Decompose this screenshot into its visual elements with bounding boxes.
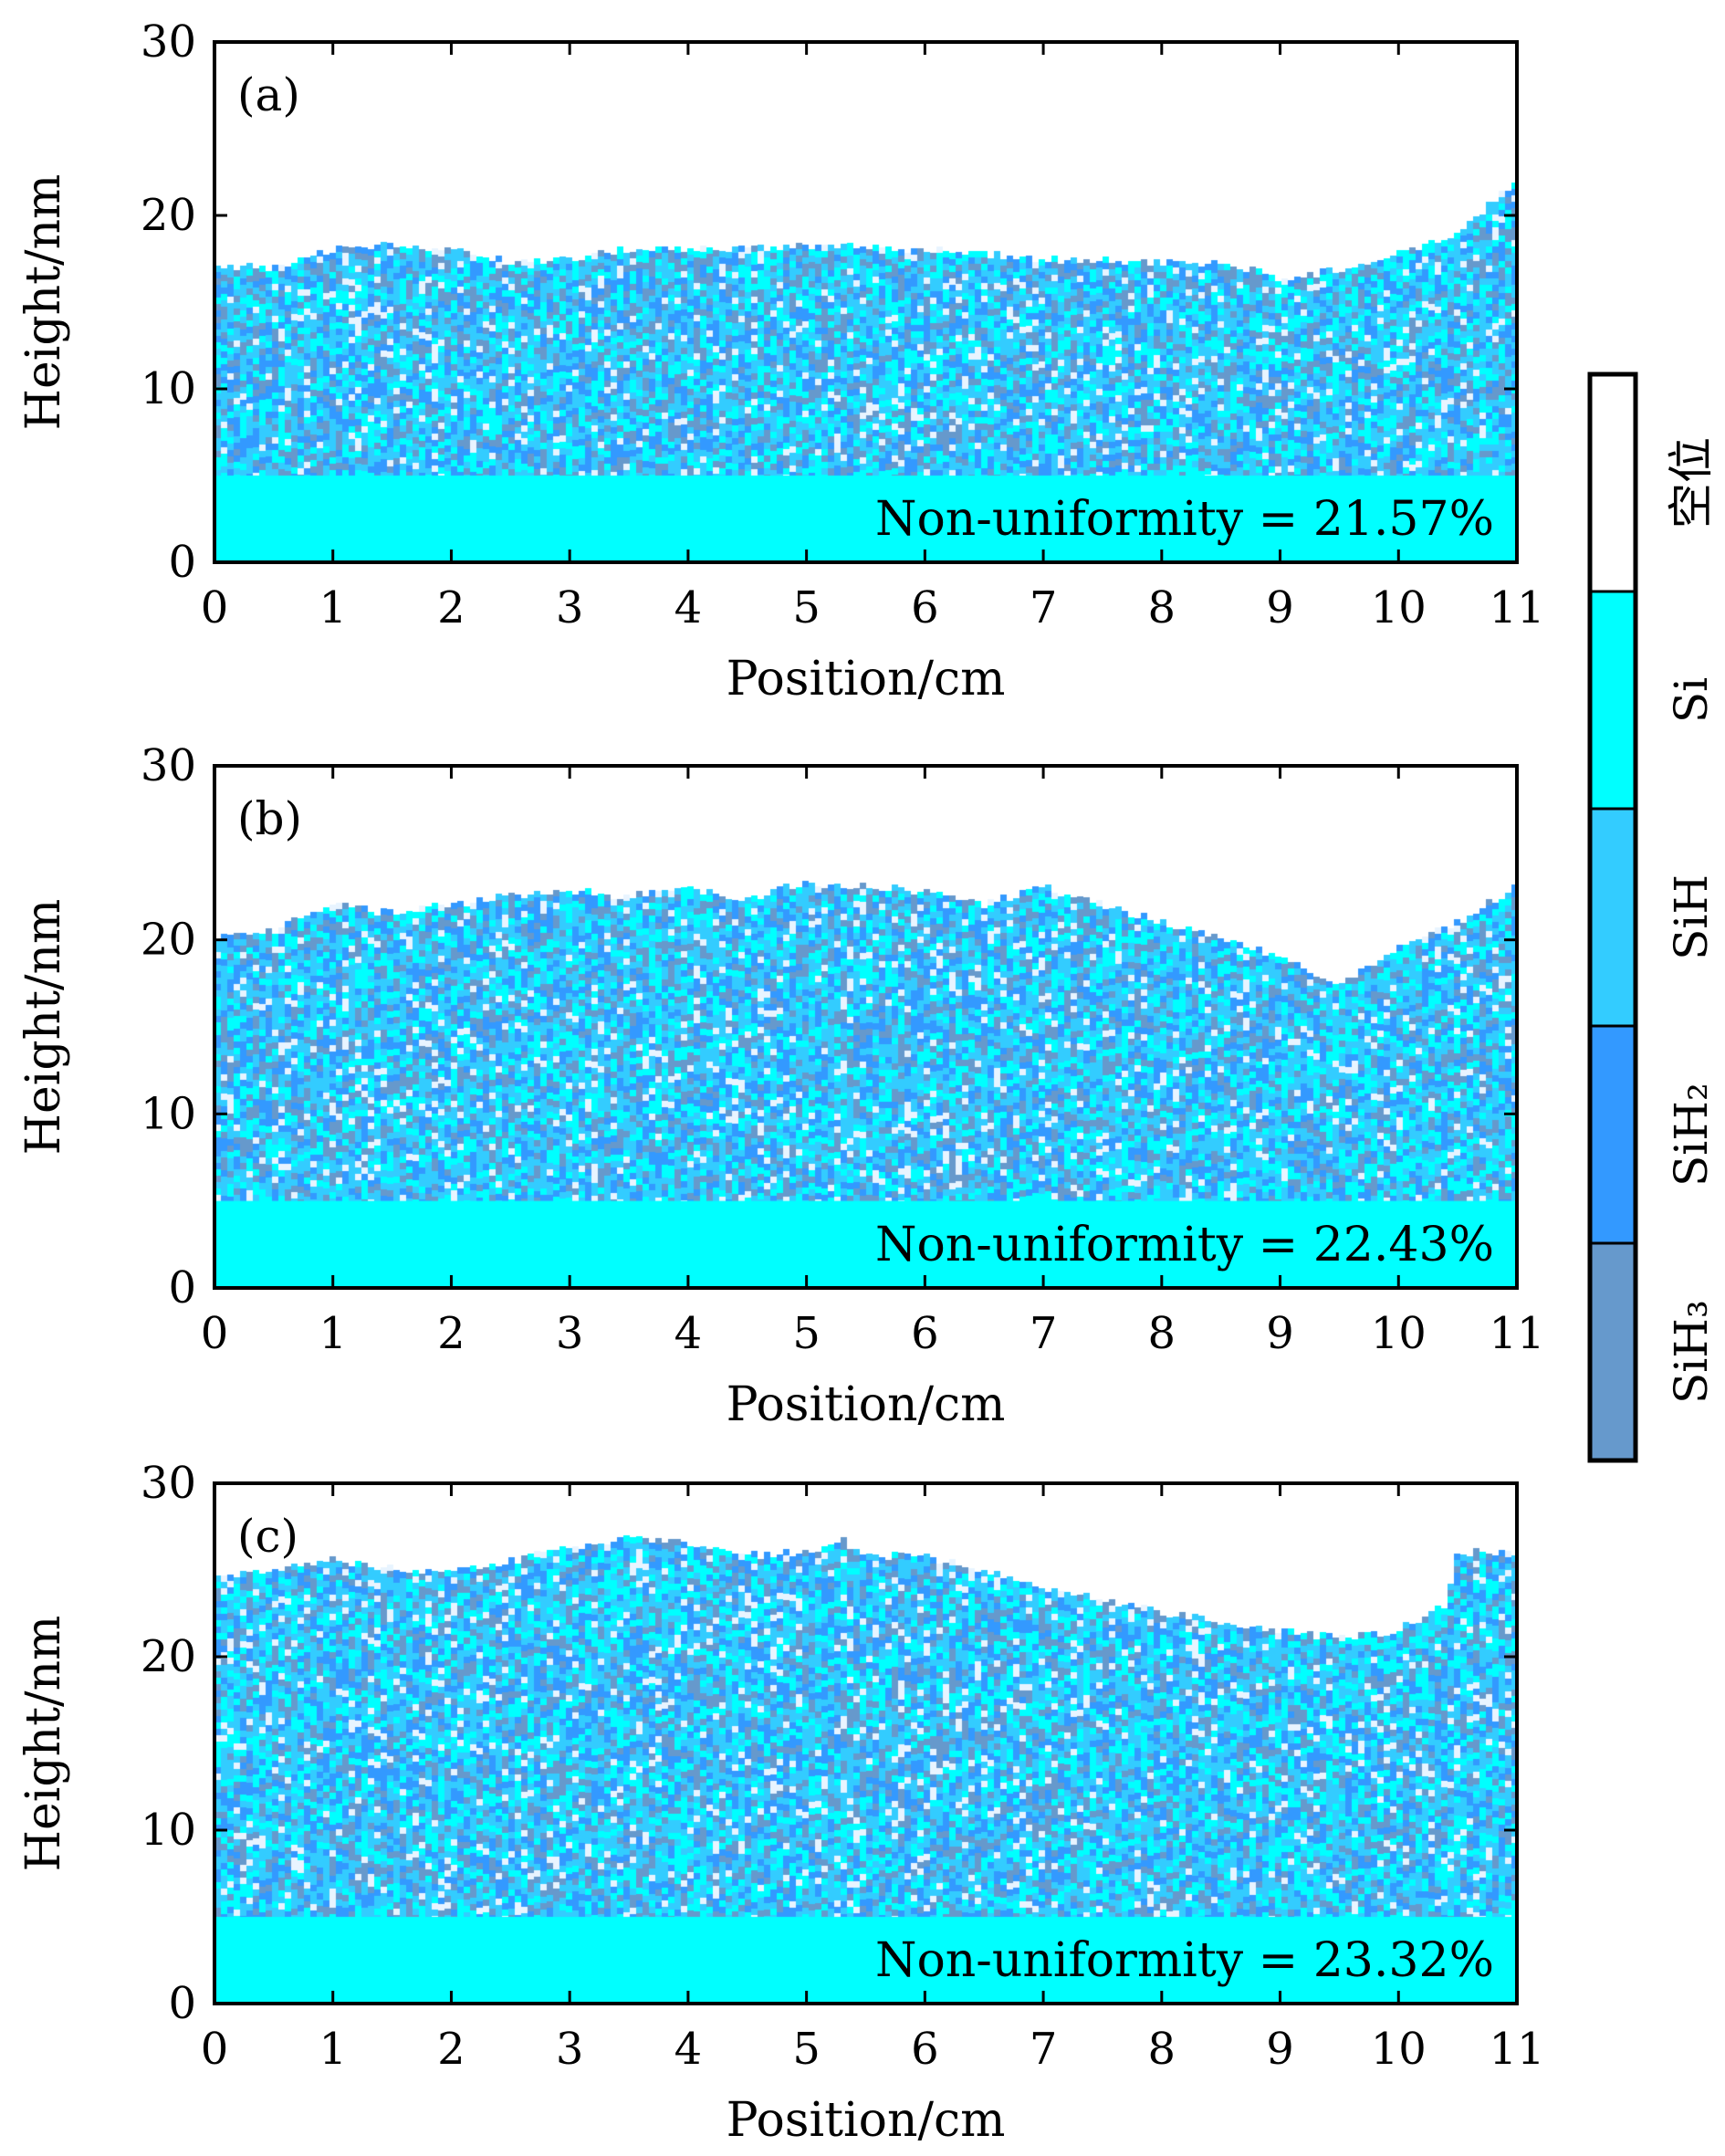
legend-label: 空位 xyxy=(1665,437,1718,529)
y-axis-label: Height/nm xyxy=(16,174,71,431)
x-tick-label: 6 xyxy=(911,582,939,633)
y-axis-label: Height/nm xyxy=(16,899,71,1156)
legend-label: Si xyxy=(1665,677,1718,723)
x-tick-label: 3 xyxy=(556,1308,584,1359)
x-tick-label: 1 xyxy=(319,1308,347,1359)
plot-frame xyxy=(213,764,1519,1290)
x-tick-label: 8 xyxy=(1148,582,1176,633)
y-tick-label: 30 xyxy=(141,740,196,791)
x-tick-label: 11 xyxy=(1489,2024,1544,2075)
colorbar-frame xyxy=(1587,372,1638,1463)
x-tick-label: 5 xyxy=(792,582,821,633)
y-tick-label: 10 xyxy=(141,363,196,414)
x-axis-label: Position/cm xyxy=(727,2093,1006,2148)
x-axis-label: Position/cm xyxy=(727,1377,1006,1432)
x-tick-label: 2 xyxy=(437,582,465,633)
y-tick-label: 0 xyxy=(168,1262,196,1313)
y-tick-label: 30 xyxy=(141,1458,196,1509)
x-tick-label: 9 xyxy=(1266,2024,1294,2075)
y-tick-label: 0 xyxy=(168,1978,196,2029)
legend-label: SiH xyxy=(1665,874,1718,960)
colorbar-segment xyxy=(1588,1024,1637,1245)
x-tick-label: 0 xyxy=(201,1308,229,1359)
y-tick-label: 20 xyxy=(141,190,196,241)
film-heatmap xyxy=(214,766,1517,1288)
panel-label: (b) xyxy=(237,792,302,845)
plot-frame xyxy=(213,40,1519,564)
x-tick-label: 5 xyxy=(792,2024,821,2075)
x-tick-label: 1 xyxy=(319,582,347,633)
plot-frame xyxy=(213,1481,1519,2005)
y-tick-label: 10 xyxy=(141,1805,196,1856)
x-tick-label: 11 xyxy=(1489,582,1544,633)
x-tick-label: 0 xyxy=(201,2024,229,2075)
colorbar-legend: 空位 Si SiH SiH₂ SiH₃ xyxy=(1587,372,1718,1463)
x-tick-label: 10 xyxy=(1371,1308,1427,1359)
non-uniformity-annotation: Non-uniformity = 21.57% xyxy=(875,492,1494,547)
y-tick-label: 0 xyxy=(168,537,196,588)
panel-a: 0 1 2 3 4 5 6 7 8 9 10 11 0 10 20 30 Position/cm Height/n… xyxy=(16,16,1545,706)
x-tick-label: 10 xyxy=(1371,582,1427,633)
y-tick-label: 20 xyxy=(141,1631,196,1682)
panel-b: 0 1 2 3 4 5 6 7 8 9 10 11 0 10 20 30 Position/cm Height/n… xyxy=(16,740,1545,1432)
x-tick-label: 2 xyxy=(437,2024,465,2075)
panel-c: 0 1 2 3 4 5 6 7 8 9 10 11 0 10 20 30 Position/cm Height/n… xyxy=(16,1458,1545,2148)
y-axis-label: Height/nm xyxy=(16,1616,71,1872)
x-tick-label: 0 xyxy=(201,582,229,633)
x-tick-label: 6 xyxy=(911,1308,939,1359)
legend-label: SiH₂ xyxy=(1665,1083,1718,1187)
x-axis-label: Position/cm xyxy=(727,652,1006,706)
x-tick-label: 9 xyxy=(1266,582,1294,633)
x-tick-label: 3 xyxy=(556,2024,584,2075)
y-tick-label: 10 xyxy=(141,1088,196,1139)
colorbar-segment xyxy=(1588,590,1637,811)
x-tick-label: 8 xyxy=(1148,1308,1176,1359)
x-tick-label: 7 xyxy=(1030,1308,1058,1359)
colorbar-segment xyxy=(1588,1241,1637,1462)
x-tick-label: 7 xyxy=(1030,582,1058,633)
x-tick-label: 4 xyxy=(674,1308,703,1359)
x-tick-label: 4 xyxy=(674,582,703,633)
x-tick-label: 3 xyxy=(556,582,584,633)
non-uniformity-annotation: Non-uniformity = 22.43% xyxy=(875,1218,1494,1272)
colorbar-segment xyxy=(1588,372,1637,593)
panel-label: (c) xyxy=(237,1510,298,1563)
y-tick-label: 20 xyxy=(141,915,196,966)
legend-label: SiH₃ xyxy=(1665,1300,1718,1404)
panel-label: (a) xyxy=(237,68,300,121)
x-tick-label: 1 xyxy=(319,2024,347,2075)
x-tick-label: 2 xyxy=(437,1308,465,1359)
non-uniformity-annotation: Non-uniformity = 23.32% xyxy=(875,1933,1494,1988)
x-tick-label: 10 xyxy=(1371,2024,1427,2075)
x-tick-label: 8 xyxy=(1148,2024,1176,2075)
x-tick-label: 6 xyxy=(911,2024,939,2075)
x-tick-label: 9 xyxy=(1266,1308,1294,1359)
x-tick-label: 5 xyxy=(792,1308,821,1359)
x-tick-label: 11 xyxy=(1489,1308,1544,1359)
x-tick-label: 7 xyxy=(1030,2024,1058,2075)
x-tick-label: 4 xyxy=(674,2024,703,2075)
film-heatmap xyxy=(214,1483,1517,2004)
colorbar-segment xyxy=(1588,807,1637,1028)
y-tick-label: 30 xyxy=(141,16,196,68)
film-heatmap xyxy=(214,42,1517,562)
